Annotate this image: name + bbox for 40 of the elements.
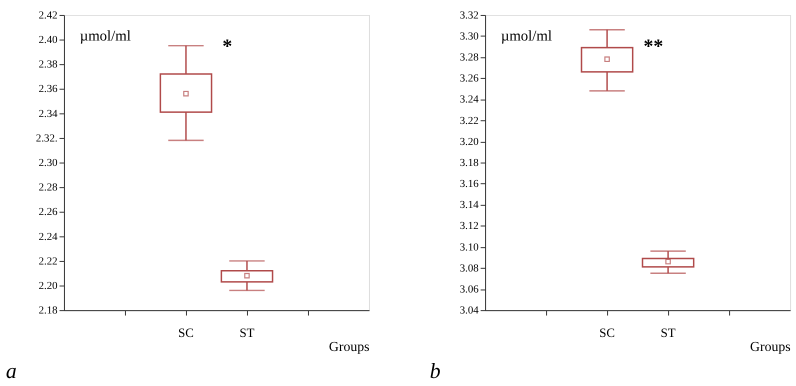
y-tick-label: 3.26 <box>460 72 480 85</box>
y-tick-label: 2.22 <box>38 255 58 268</box>
y-tick-label: 3.30 <box>460 30 479 42</box>
y-tick-label: 3.16 <box>460 178 480 190</box>
y-tick-label: 2.18 <box>38 304 58 317</box>
text: a <box>6 359 17 384</box>
y-axis-title: µmol/ml <box>80 28 131 45</box>
y-tick-label: 2.40 <box>38 34 58 46</box>
y-tick-label: 3.14 <box>460 199 480 212</box>
annotation: * <box>222 35 232 58</box>
y-tick-label: 2.38 <box>38 58 58 71</box>
x-axis-title: Groups <box>750 338 791 354</box>
y-tick-label: 2.28 <box>38 182 58 194</box>
y-tick-label: 3.10 <box>460 241 479 254</box>
y-tick-label: 3.20 <box>460 136 479 148</box>
text: b <box>430 359 441 384</box>
y-tick-label: 2.26 <box>38 206 58 218</box>
y-tick-label: 3.28 <box>460 52 479 64</box>
y-tick-label: 3.06 <box>460 283 480 296</box>
y-tick-label: 2.34 <box>38 108 58 120</box>
x-axis-title: Groups <box>328 338 370 354</box>
y-tick-label: 3.12 <box>460 220 479 232</box>
y-axis-title: µmol/ml <box>500 28 552 45</box>
annotation: ** <box>643 35 664 58</box>
x-tick-label: ST <box>660 326 676 340</box>
y-tick-label: 2.36 <box>38 83 58 96</box>
y-tick-label: 2.42 <box>38 9 58 22</box>
y-tick-label: 3.04 <box>460 304 480 317</box>
y-tick-label: 3.32 <box>460 9 479 22</box>
y-tick-label: 3.24 <box>460 94 480 106</box>
y-tick-label: 3.18 <box>460 156 479 169</box>
x-tick-label: SC <box>178 326 194 340</box>
y-tick-label: 2.24 <box>38 230 58 243</box>
y-tick-label: 2.30 <box>38 156 58 169</box>
y-tick-label: 2.20 <box>38 280 58 292</box>
y-tick-label: 3.08 <box>460 262 479 274</box>
y-tick-label: 2.32. <box>36 132 58 144</box>
x-tick-label: ST <box>240 326 255 340</box>
y-tick-label: 3.22 <box>460 114 479 127</box>
x-tick-label: SC <box>599 326 615 340</box>
